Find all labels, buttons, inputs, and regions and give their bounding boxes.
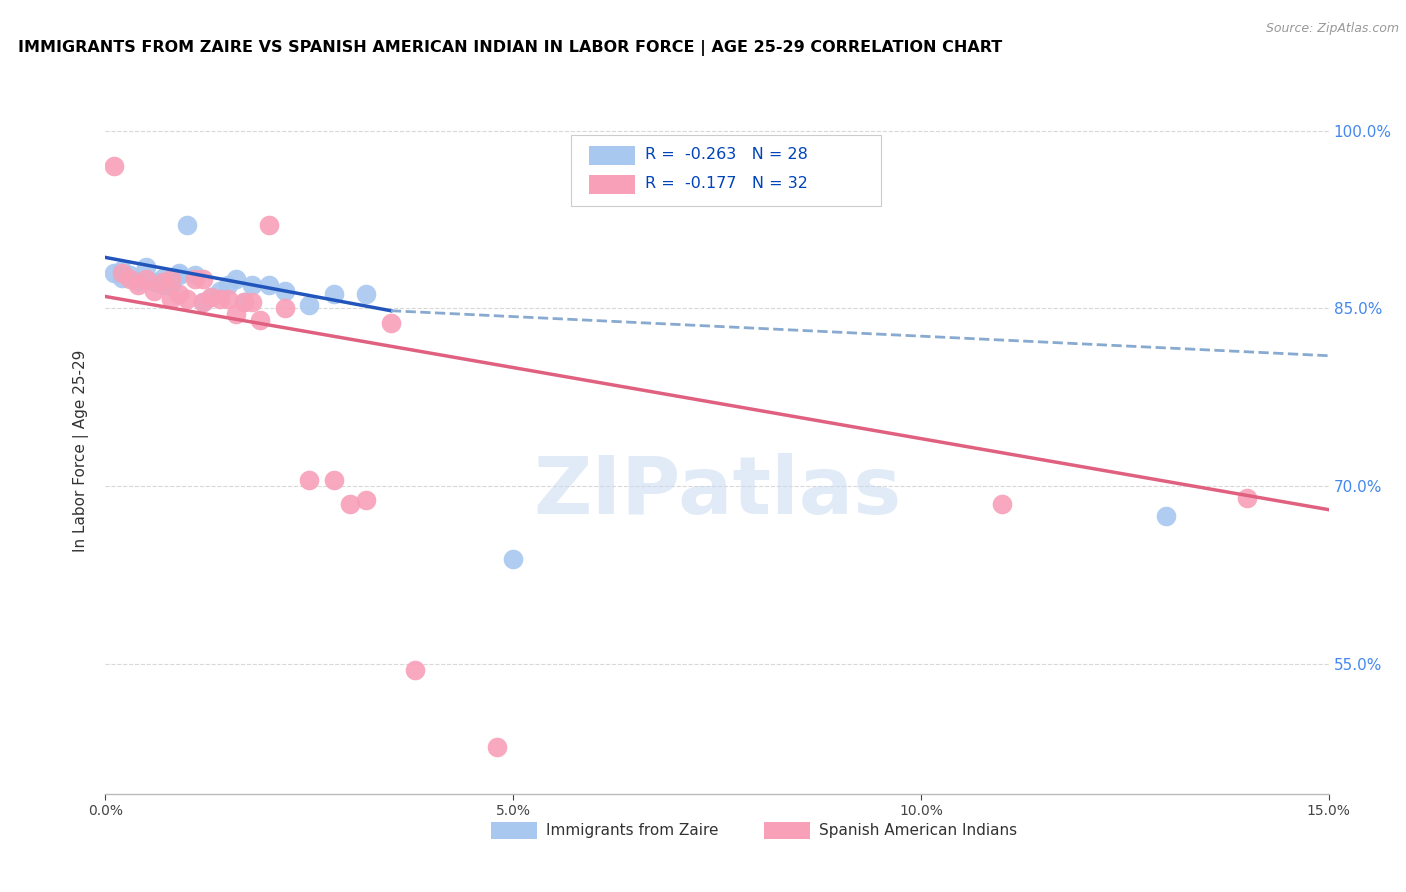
Point [322, 473, 344, 487]
Point [339, 497, 361, 511]
Point [240, 295, 263, 310]
Point [193, 295, 215, 310]
Point [111, 266, 134, 280]
Text: Immigrants from Zaire: Immigrants from Zaire [546, 822, 718, 838]
Point [167, 266, 190, 280]
Point [127, 274, 149, 288]
Point [404, 663, 426, 677]
Point [249, 313, 271, 327]
Text: R =  -0.263   N = 28: R = -0.263 N = 28 [645, 147, 808, 162]
Text: ZIPatlas: ZIPatlas [533, 452, 901, 531]
Point [217, 277, 239, 292]
Point [257, 219, 280, 233]
Point [208, 284, 231, 298]
Text: IMMIGRANTS FROM ZAIRE VS SPANISH AMERICAN INDIAN IN LABOR FORCE | AGE 25-29 CORR: IMMIGRANTS FROM ZAIRE VS SPANISH AMERICA… [18, 40, 1002, 56]
Point [322, 287, 344, 301]
Point [274, 301, 297, 316]
Point [356, 493, 378, 508]
Point [225, 271, 247, 285]
Point [176, 292, 198, 306]
Point [159, 292, 181, 306]
Text: R =  -0.177   N = 32: R = -0.177 N = 32 [645, 176, 808, 191]
Point [176, 219, 198, 233]
Point [257, 277, 280, 292]
Point [502, 552, 524, 566]
FancyBboxPatch shape [589, 175, 636, 194]
Point [208, 292, 231, 306]
Point [135, 271, 157, 285]
Point [103, 159, 125, 173]
Point [200, 289, 222, 303]
Point [217, 292, 239, 306]
Point [298, 473, 321, 487]
Point [127, 277, 149, 292]
Point [111, 270, 134, 285]
Point [1236, 491, 1258, 505]
FancyBboxPatch shape [763, 822, 810, 838]
Text: Spanish American Indians: Spanish American Indians [818, 822, 1017, 838]
Point [152, 275, 174, 289]
Point [184, 268, 207, 283]
Point [159, 271, 181, 285]
Point [233, 295, 256, 310]
Point [103, 266, 125, 280]
FancyBboxPatch shape [491, 822, 537, 838]
Point [1154, 508, 1177, 523]
Point [200, 289, 222, 303]
Point [240, 277, 263, 292]
Point [135, 260, 157, 274]
Point [356, 287, 378, 301]
Point [485, 739, 508, 754]
Point [152, 270, 174, 285]
Point [380, 316, 402, 330]
Point [118, 271, 141, 285]
Text: Source: ZipAtlas.com: Source: ZipAtlas.com [1265, 22, 1399, 36]
Point [193, 271, 215, 285]
Point [225, 307, 247, 321]
Point [118, 268, 141, 283]
Point [233, 295, 256, 310]
FancyBboxPatch shape [589, 146, 636, 165]
Point [167, 287, 190, 301]
Point [111, 263, 134, 277]
Point [152, 277, 174, 292]
Y-axis label: In Labor Force | Age 25-29: In Labor Force | Age 25-29 [73, 350, 90, 551]
Point [991, 497, 1014, 511]
Point [274, 284, 297, 298]
Point [159, 278, 181, 293]
Point [167, 268, 190, 283]
Point [143, 284, 166, 298]
Point [298, 298, 321, 312]
Point [193, 295, 215, 310]
Point [143, 275, 166, 289]
FancyBboxPatch shape [571, 136, 882, 206]
Point [184, 271, 207, 285]
